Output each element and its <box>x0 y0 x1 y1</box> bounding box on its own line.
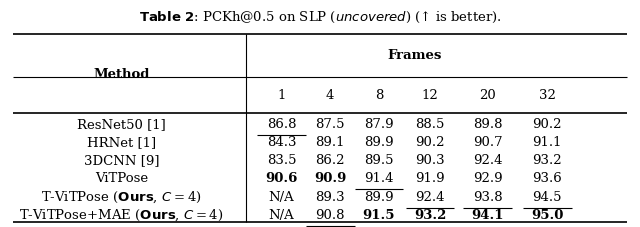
Text: Frames: Frames <box>387 49 442 62</box>
Text: 91.1: 91.1 <box>532 135 562 148</box>
Text: HRNet [1]: HRNet [1] <box>87 135 156 148</box>
Text: 90.2: 90.2 <box>532 117 562 130</box>
Text: 3DCNN [9]: 3DCNN [9] <box>84 153 159 167</box>
Text: 91.9: 91.9 <box>415 172 445 185</box>
Text: 90.2: 90.2 <box>415 135 445 148</box>
Text: T-ViTPose+MAE ($\mathbf{Ours}$, $\mathit{C}$ = 4): T-ViTPose+MAE ($\mathbf{Ours}$, $\mathit… <box>19 207 224 222</box>
Text: 93.2: 93.2 <box>532 153 562 167</box>
Text: 86.2: 86.2 <box>316 153 345 167</box>
Text: 20: 20 <box>479 89 496 102</box>
Text: N/A: N/A <box>269 190 294 203</box>
Text: 83.5: 83.5 <box>267 153 296 167</box>
Text: 89.3: 89.3 <box>316 190 345 203</box>
Text: 4: 4 <box>326 89 335 102</box>
Text: 88.5: 88.5 <box>415 117 445 130</box>
Text: 32: 32 <box>539 89 556 102</box>
Text: 94.5: 94.5 <box>532 190 562 203</box>
Text: 93.2: 93.2 <box>414 208 446 221</box>
Text: 1: 1 <box>277 89 286 102</box>
Text: 87.9: 87.9 <box>364 117 394 130</box>
Text: 84.3: 84.3 <box>267 135 296 148</box>
Text: N/A: N/A <box>269 208 294 221</box>
Text: 8: 8 <box>374 89 383 102</box>
Text: 12: 12 <box>422 89 438 102</box>
Text: T-ViTPose ($\mathbf{Ours}$, $\mathit{C}$ = 4): T-ViTPose ($\mathbf{Ours}$, $\mathit{C}$… <box>42 189 202 204</box>
Text: 91.4: 91.4 <box>364 172 394 185</box>
Text: 89.9: 89.9 <box>364 190 394 203</box>
Text: 93.8: 93.8 <box>473 190 502 203</box>
Text: 92.4: 92.4 <box>473 153 502 167</box>
Text: 93.6: 93.6 <box>532 172 562 185</box>
Text: 95.0: 95.0 <box>531 208 563 221</box>
Text: 89.9: 89.9 <box>364 135 394 148</box>
Text: 90.6: 90.6 <box>266 172 298 185</box>
Text: 90.9: 90.9 <box>314 172 346 185</box>
Text: 86.8: 86.8 <box>267 117 296 130</box>
Text: ViTPose: ViTPose <box>95 172 148 185</box>
Text: 89.8: 89.8 <box>473 117 502 130</box>
Text: 92.9: 92.9 <box>473 172 502 185</box>
Text: $\mathbf{Table\ 2}$: PCKh@0.5 on SLP ($\mathit{uncovered}$) (↑ is better).: $\mathbf{Table\ 2}$: PCKh@0.5 on SLP ($\… <box>139 10 501 25</box>
Text: 94.1: 94.1 <box>472 208 504 221</box>
Text: 89.5: 89.5 <box>364 153 394 167</box>
Text: 87.5: 87.5 <box>316 117 345 130</box>
Text: 90.8: 90.8 <box>316 208 345 221</box>
Text: 92.4: 92.4 <box>415 190 445 203</box>
Text: 89.1: 89.1 <box>316 135 345 148</box>
Text: 91.5: 91.5 <box>363 208 395 221</box>
Text: 90.7: 90.7 <box>473 135 502 148</box>
Text: 90.3: 90.3 <box>415 153 445 167</box>
Text: ResNet50 [1]: ResNet50 [1] <box>77 117 166 130</box>
Text: Method: Method <box>93 68 150 81</box>
